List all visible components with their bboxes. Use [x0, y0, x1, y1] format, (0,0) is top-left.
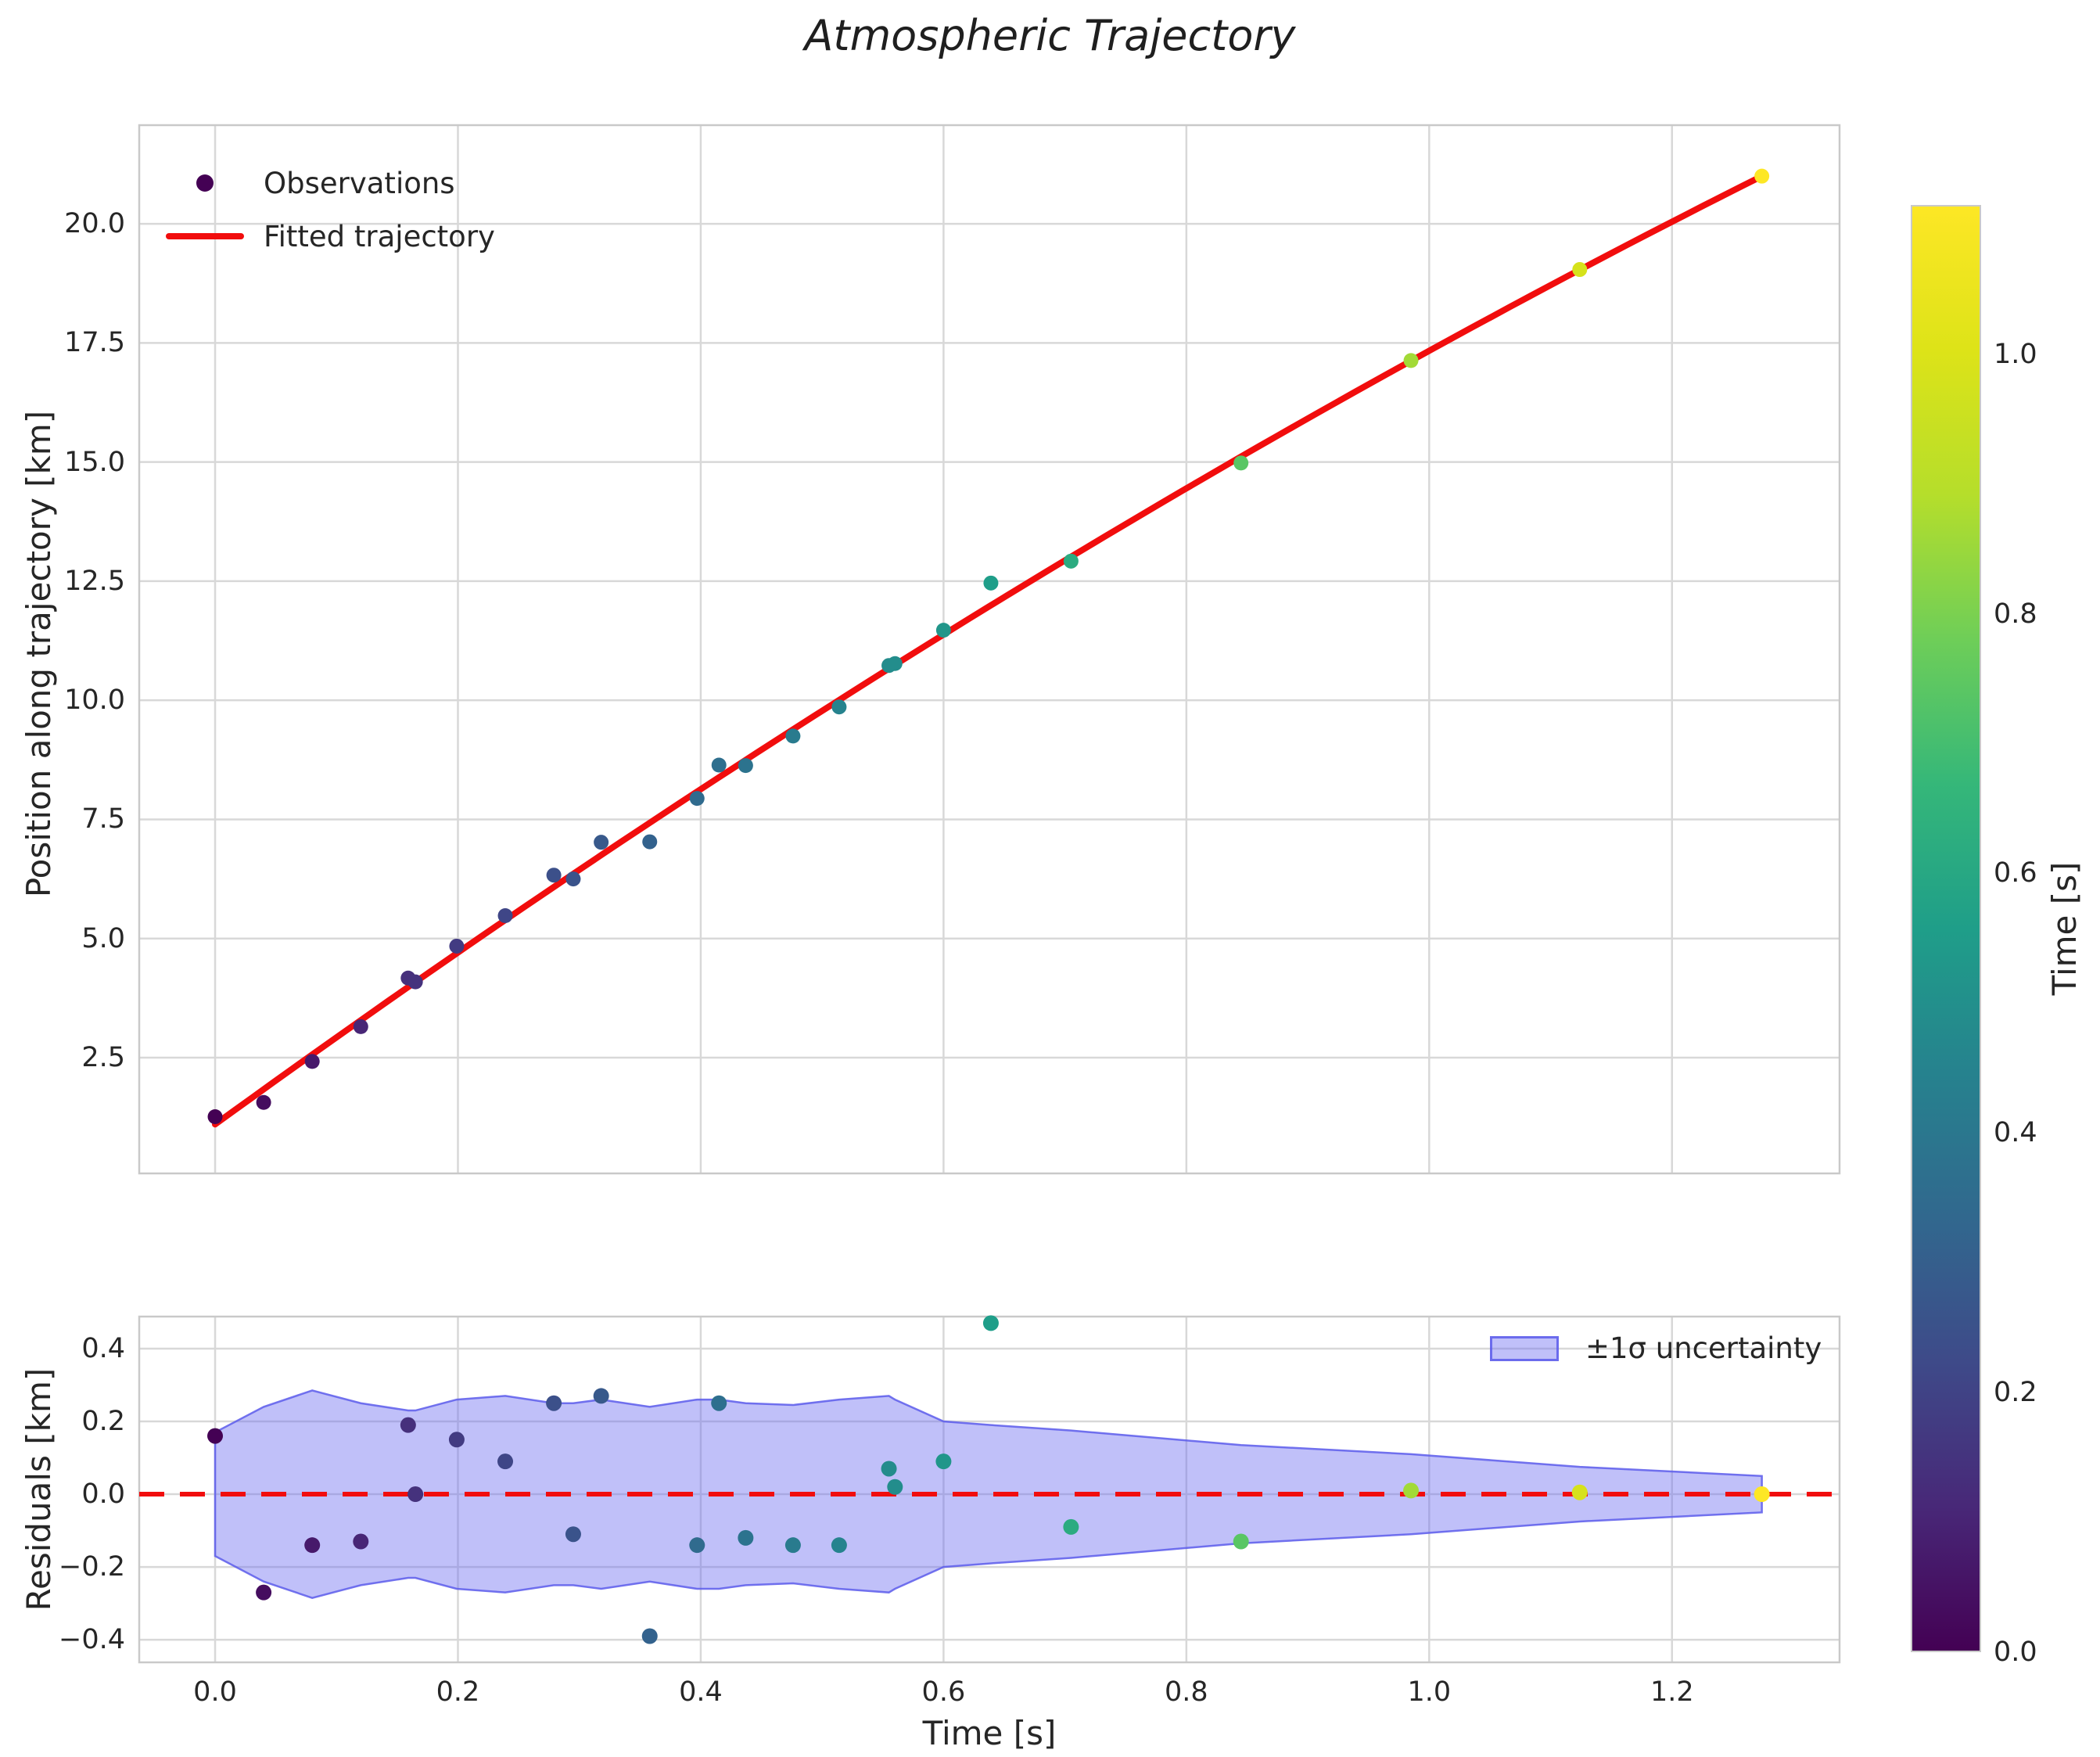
residual-point	[400, 1417, 416, 1433]
time-xtick-label: 0.0	[156, 1675, 274, 1709]
observation-point	[354, 1019, 368, 1034]
observation-point	[983, 576, 998, 591]
residual-point	[407, 1486, 423, 1502]
colorbar-tick-label: 0.6	[1994, 856, 2087, 890]
plot-layer	[0, 0, 2100, 1757]
residual-point	[935, 1453, 951, 1469]
fit-line-marker-icon	[166, 233, 244, 239]
trajectory-ytick-label: 20.0	[8, 207, 125, 241]
colorbar-tick-label: 0.4	[1994, 1116, 2087, 1150]
observation-point	[1404, 353, 1419, 368]
time-xtick-label: 0.4	[642, 1675, 759, 1709]
observation-point	[738, 758, 753, 773]
observation-point	[690, 791, 705, 806]
residual-point	[565, 1526, 581, 1542]
residual-ytick-label: 0.0	[8, 1477, 125, 1511]
xaxis-label: Time [s]	[755, 1715, 1224, 1752]
chart-title: Atmospheric Trajectory	[0, 11, 2100, 60]
residual-point	[1403, 1482, 1419, 1498]
residual-point	[711, 1396, 727, 1411]
residual-point	[1754, 1486, 1770, 1502]
observation-point	[712, 758, 727, 773]
residual-point	[1063, 1519, 1079, 1535]
residual-point	[256, 1585, 271, 1601]
residual-point	[1233, 1534, 1249, 1550]
observation-point	[1572, 262, 1587, 277]
observation-point	[449, 939, 464, 954]
trajectory-ytick-label: 7.5	[8, 802, 125, 836]
residual-point	[887, 1479, 903, 1495]
legend-observations-label: Observations	[264, 167, 455, 200]
observation-point	[1064, 554, 1079, 569]
observation-point	[257, 1095, 271, 1110]
residual-point	[689, 1537, 705, 1553]
residual-point	[497, 1453, 513, 1469]
residual-point	[304, 1537, 320, 1553]
fitted-trajectory-line	[215, 176, 1762, 1124]
observation-point	[936, 623, 951, 638]
axes-spine	[139, 125, 1840, 1173]
time-xtick-label: 0.2	[399, 1675, 516, 1709]
observation-point	[831, 699, 846, 714]
colorbar-label: Time [s]	[2046, 694, 2084, 1163]
colorbar-tick-label: 0.0	[1994, 1635, 2087, 1669]
trajectory-ytick-label: 12.5	[8, 564, 125, 598]
time-xtick-label: 1.0	[1370, 1675, 1488, 1709]
observation-point	[594, 835, 608, 850]
figure-canvas: Atmospheric Trajectory Position along tr…	[0, 0, 2100, 1757]
observation-point	[1754, 169, 1769, 184]
legend-item-observations: Observations	[166, 156, 495, 210]
residual-point	[785, 1537, 801, 1553]
residual-point	[881, 1461, 897, 1476]
trajectory-legend: Observations Fitted trajectory	[166, 156, 495, 263]
observation-point	[208, 1109, 223, 1124]
residual-point	[738, 1530, 753, 1546]
trajectory-ytick-label: 17.5	[8, 325, 125, 360]
residual-ytick-label: 0.4	[8, 1331, 125, 1366]
uncertainty-band-swatch-icon	[1490, 1336, 1559, 1361]
residual-point	[983, 1315, 999, 1331]
residual-ytick-label: −0.4	[8, 1622, 125, 1657]
colorbar-tick-label: 1.0	[1994, 337, 2087, 372]
legend-uncertainty-label: ±1σ uncertainty	[1585, 1331, 1822, 1365]
observation-point	[888, 656, 903, 671]
legend-item-fit: Fitted trajectory	[166, 210, 495, 263]
time-xtick-label: 0.8	[1128, 1675, 1245, 1709]
observation-point	[642, 835, 657, 850]
trajectory-ytick-label: 5.0	[8, 922, 125, 956]
residual-point	[642, 1629, 658, 1644]
trajectory-ytick-label: 10.0	[8, 683, 125, 717]
residual-ytick-label: −0.2	[8, 1550, 125, 1584]
trajectory-ytick-label: 2.5	[8, 1040, 125, 1075]
trajectory-ylabel: Position along trajectory [km]	[20, 302, 58, 1006]
residual-point	[831, 1537, 847, 1553]
residual-point	[449, 1432, 465, 1447]
colorbar-tick-label: 0.2	[1994, 1375, 2087, 1410]
trajectory-ytick-label: 15.0	[8, 445, 125, 480]
residual-point	[1572, 1485, 1588, 1500]
residual-point	[546, 1396, 562, 1411]
residual-point	[594, 1388, 609, 1403]
observation-point	[408, 975, 423, 990]
time-xtick-label: 0.6	[885, 1675, 1002, 1709]
observation-point	[547, 868, 562, 882]
colorbar-gradient	[1911, 205, 1981, 1652]
residual-point	[207, 1428, 223, 1444]
residual-point	[353, 1534, 368, 1550]
time-xtick-label: 1.2	[1614, 1675, 1731, 1709]
legend-fit-label: Fitted trajectory	[264, 220, 495, 253]
residual-ytick-label: 0.2	[8, 1404, 125, 1439]
colorbar-tick-label: 0.8	[1994, 597, 2087, 631]
observation-point	[1233, 455, 1248, 470]
observations-marker-icon	[196, 174, 214, 192]
observation-point	[785, 728, 800, 743]
observation-point	[565, 871, 580, 886]
observation-point	[305, 1054, 320, 1069]
residual-legend: ±1σ uncertainty	[1490, 1331, 1822, 1365]
observation-point	[498, 908, 513, 923]
